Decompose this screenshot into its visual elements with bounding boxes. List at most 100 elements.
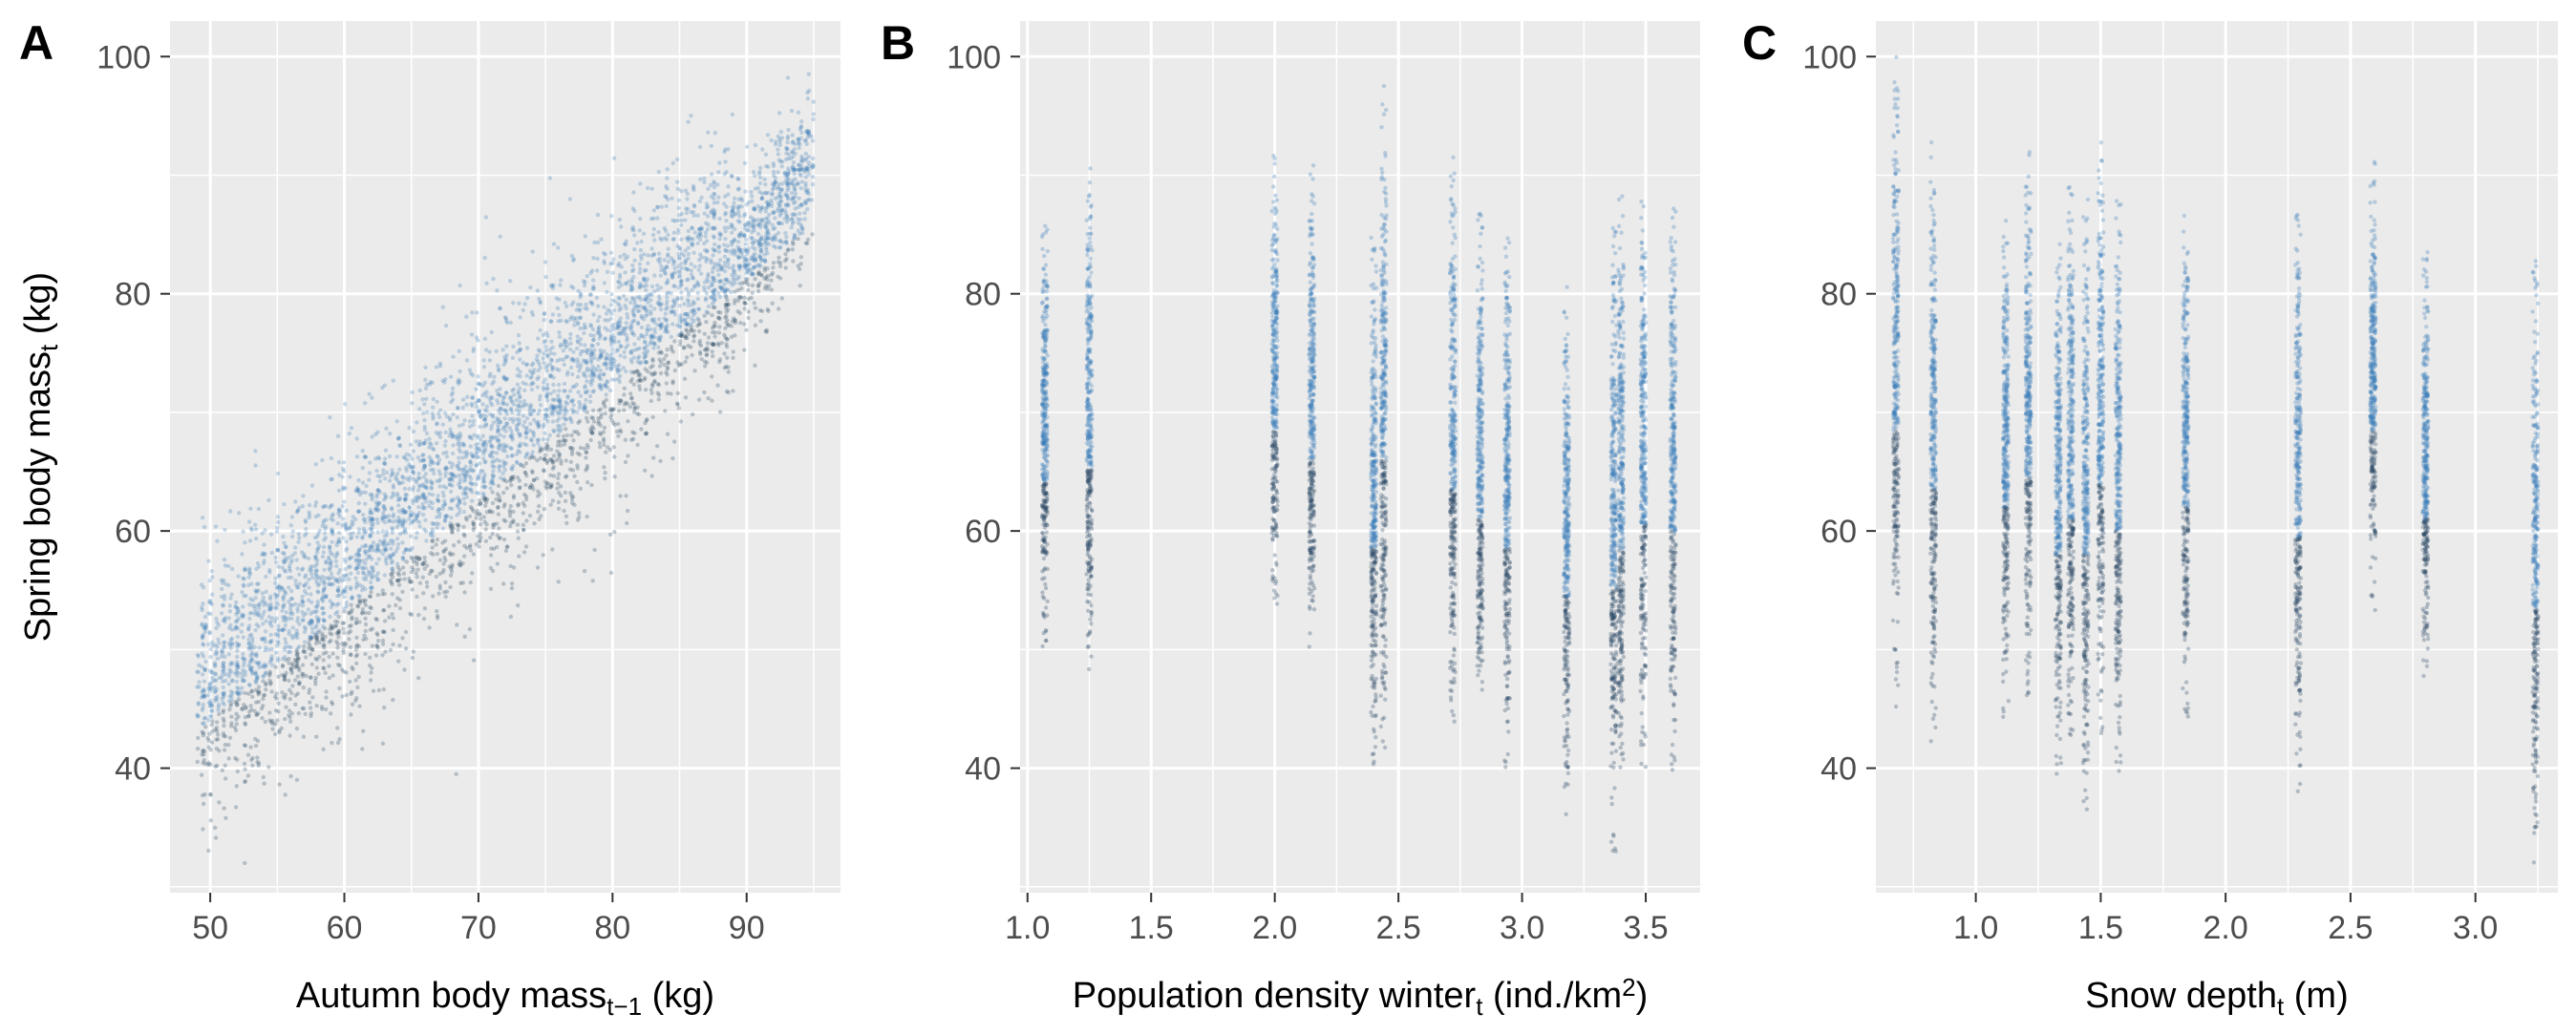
data-point: [330, 552, 335, 557]
data-point: [739, 286, 744, 291]
data-point: [235, 654, 240, 660]
data-point: [608, 337, 613, 342]
data-point: [414, 439, 418, 444]
data-point: [698, 252, 703, 257]
data-point: [597, 314, 602, 320]
data-point: [617, 296, 623, 301]
data-point: [481, 365, 487, 369]
data-point: [498, 306, 502, 311]
data-point: [605, 366, 609, 370]
data-point: [461, 524, 466, 529]
data-point: [776, 230, 781, 236]
data-point: [290, 553, 295, 558]
data-point: [595, 318, 601, 324]
data-point: [300, 504, 306, 509]
data-point: [556, 319, 561, 324]
data-point: [645, 417, 649, 422]
data-point: [702, 241, 707, 246]
data-point: [387, 554, 392, 559]
data-point: [411, 471, 416, 475]
data-point: [416, 475, 421, 480]
data-point: [518, 450, 522, 454]
data-point: [287, 611, 293, 616]
data-point: [481, 456, 486, 461]
data-point: [549, 339, 554, 344]
data-point: [209, 592, 215, 597]
data-point: [276, 628, 281, 633]
data-point: [536, 441, 541, 446]
data-point: [511, 565, 517, 570]
data-point: [221, 731, 226, 736]
data-point: [578, 295, 583, 300]
data-point: [336, 511, 341, 516]
data-point: [495, 288, 500, 293]
data-point: [637, 294, 642, 300]
data-point: [617, 324, 623, 329]
data-point: [718, 232, 724, 238]
data-point: [202, 721, 206, 726]
data-point: [221, 668, 226, 673]
data-point: [564, 514, 569, 518]
data-point: [422, 463, 427, 469]
data-point: [293, 499, 298, 504]
data-point: [474, 516, 479, 520]
data-point: [678, 222, 684, 227]
data-point: [535, 437, 540, 443]
data-point: [276, 519, 281, 525]
data-point: [337, 737, 342, 742]
data-point: [556, 245, 561, 250]
data-point: [550, 419, 556, 424]
data-point: [666, 259, 671, 264]
data-point: [521, 522, 526, 527]
data-point: [565, 393, 570, 398]
data-point: [511, 416, 516, 422]
data-point: [222, 806, 226, 811]
data-point: [374, 547, 380, 552]
data-point: [455, 522, 459, 527]
data-point: [217, 711, 222, 717]
data-point: [649, 304, 653, 308]
data-point: [460, 491, 466, 496]
data-point: [665, 167, 670, 172]
data-point: [227, 603, 232, 608]
data-point: [591, 312, 596, 317]
data-point: [371, 517, 376, 522]
data-point: [441, 451, 446, 455]
data-point: [322, 544, 327, 550]
data-point: [254, 681, 259, 686]
data-point: [634, 411, 640, 416]
data-point: [805, 206, 810, 212]
data-point: [349, 609, 354, 615]
data-point: [451, 433, 456, 438]
data-point: [441, 484, 446, 489]
data-point: [717, 294, 723, 300]
data-point: [503, 360, 508, 365]
data-point: [424, 431, 430, 436]
data-point: [429, 551, 434, 556]
data-point: [483, 413, 488, 419]
data-point: [637, 387, 643, 391]
data-point: [471, 658, 477, 663]
data-point: [803, 137, 808, 143]
data-point: [465, 394, 470, 399]
data-point: [254, 566, 259, 571]
data-point: [391, 519, 395, 524]
data-point: [240, 552, 245, 557]
data-point: [329, 564, 333, 569]
data-point: [344, 670, 349, 675]
data-point: [735, 207, 741, 212]
data-point: [323, 576, 328, 580]
data-point: [609, 377, 614, 382]
data-point: [710, 225, 714, 230]
data-point: [798, 136, 803, 140]
data-point: [240, 612, 245, 617]
data-point: [729, 174, 734, 179]
data-point: [341, 621, 347, 625]
data-point: [434, 441, 439, 446]
data-point: [790, 222, 795, 226]
data-point: [462, 478, 467, 484]
data-point: [471, 521, 476, 527]
data-point: [528, 285, 533, 290]
data-point: [658, 458, 663, 464]
data-point: [235, 702, 240, 707]
